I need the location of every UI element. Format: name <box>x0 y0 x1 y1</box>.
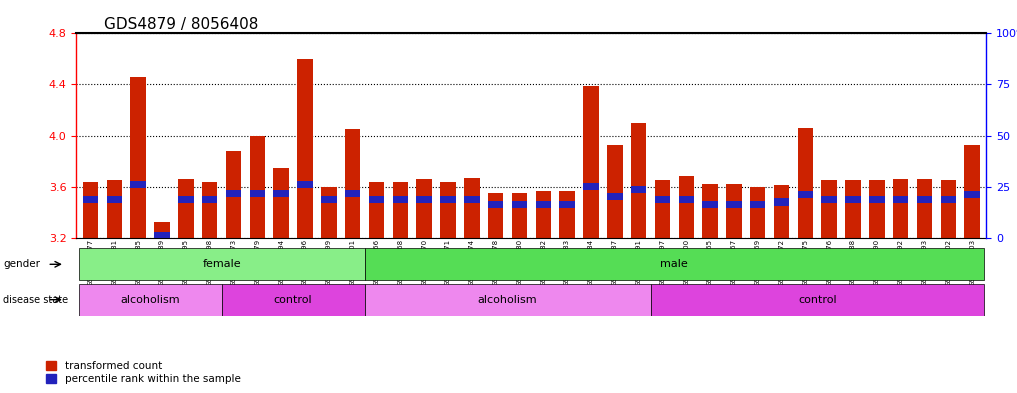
Bar <box>297 181 313 187</box>
Bar <box>249 189 265 196</box>
Bar <box>512 193 527 238</box>
Bar <box>82 196 99 203</box>
Bar <box>964 191 980 198</box>
Bar <box>822 196 837 203</box>
Bar <box>345 129 360 238</box>
Text: control: control <box>798 295 837 305</box>
Bar <box>416 196 432 203</box>
Bar <box>536 191 551 238</box>
Text: alcoholism: alcoholism <box>120 295 180 305</box>
Bar <box>222 284 364 316</box>
Bar <box>655 180 670 238</box>
Bar <box>797 128 814 238</box>
Text: gender: gender <box>3 259 40 269</box>
Bar <box>464 196 480 203</box>
Bar <box>536 201 551 208</box>
Bar <box>845 180 860 238</box>
Bar <box>130 181 146 187</box>
Bar <box>226 189 241 196</box>
Bar <box>440 196 456 203</box>
Text: alcoholism: alcoholism <box>478 295 537 305</box>
Bar <box>321 187 337 238</box>
Bar <box>726 184 741 238</box>
Bar <box>607 193 622 200</box>
Bar <box>178 179 193 238</box>
Bar <box>559 201 575 208</box>
Bar <box>822 180 837 238</box>
Bar <box>488 201 503 208</box>
Bar <box>726 201 741 208</box>
Bar <box>964 145 980 238</box>
Bar <box>678 176 694 238</box>
Bar <box>655 196 670 203</box>
Bar <box>797 191 814 198</box>
Bar <box>369 182 384 238</box>
Bar <box>364 284 651 316</box>
Bar <box>774 198 789 206</box>
Bar <box>774 185 789 238</box>
Text: female: female <box>202 259 241 269</box>
Bar <box>369 196 384 203</box>
Legend: transformed count, percentile rank within the sample: transformed count, percentile rank withi… <box>46 361 240 384</box>
Bar <box>512 201 527 208</box>
Bar <box>631 186 647 193</box>
Bar <box>364 248 984 280</box>
Bar <box>130 77 146 238</box>
Bar <box>155 232 170 239</box>
Bar <box>297 59 313 238</box>
Bar <box>78 284 222 316</box>
Bar <box>107 196 122 203</box>
Bar <box>916 179 933 238</box>
Bar <box>226 151 241 238</box>
Bar <box>82 182 99 238</box>
Bar <box>893 179 908 238</box>
Bar <box>893 196 908 203</box>
Text: control: control <box>274 295 312 305</box>
Bar <box>393 196 408 203</box>
Bar <box>559 191 575 238</box>
Text: male: male <box>660 259 689 269</box>
Bar <box>678 196 694 203</box>
Bar <box>249 136 265 238</box>
Bar <box>583 183 599 190</box>
Bar <box>750 201 766 208</box>
Bar <box>870 180 885 238</box>
Bar <box>941 180 956 238</box>
Bar <box>274 167 289 238</box>
Bar <box>651 284 984 316</box>
Bar <box>750 187 766 238</box>
Bar <box>178 196 193 203</box>
Bar <box>274 189 289 196</box>
Bar <box>845 196 860 203</box>
Bar <box>703 201 718 208</box>
Text: GDS4879 / 8056408: GDS4879 / 8056408 <box>104 17 258 32</box>
Bar <box>202 182 218 238</box>
Bar <box>631 123 647 238</box>
Bar <box>155 222 170 238</box>
Bar <box>202 196 218 203</box>
Bar <box>321 196 337 203</box>
Bar <box>488 193 503 238</box>
Bar <box>703 184 718 238</box>
Bar <box>916 196 933 203</box>
Bar <box>870 196 885 203</box>
Bar <box>440 182 456 238</box>
Bar <box>607 145 622 238</box>
Bar <box>393 182 408 238</box>
Bar <box>416 179 432 238</box>
Bar <box>107 180 122 238</box>
Bar <box>78 248 364 280</box>
Bar <box>583 86 599 238</box>
Bar <box>941 196 956 203</box>
Text: disease state: disease state <box>3 295 68 305</box>
Bar <box>464 178 480 238</box>
Bar <box>345 189 360 196</box>
